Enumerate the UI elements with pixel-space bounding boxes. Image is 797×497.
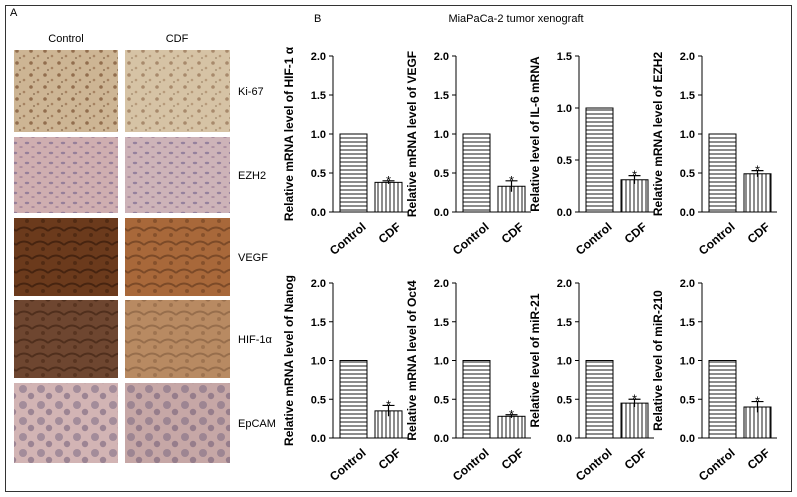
significance-label: *	[509, 173, 514, 188]
y-tick-label: 1.0	[680, 356, 695, 368]
y-tick-label: 1.0	[434, 129, 449, 141]
y-tick-label: 1.5	[311, 317, 326, 329]
bar	[743, 173, 772, 213]
y-tick-label: 0.0	[557, 433, 572, 445]
y-tick-label: 1.0	[680, 129, 695, 141]
y-axis-label: Relative level of miR-21	[528, 293, 542, 427]
error-bar	[751, 400, 764, 413]
y-tick-label: 2.0	[680, 51, 695, 63]
y-tick-label: 0.5	[557, 155, 572, 167]
row-label: EZH2	[238, 170, 266, 182]
row-label: EpCAM	[238, 418, 276, 430]
error-bar	[382, 180, 395, 184]
significance-label: *	[386, 397, 391, 412]
row-label: VEGF	[238, 252, 268, 264]
bar	[374, 181, 403, 213]
y-tick-label: 1.5	[434, 317, 449, 329]
panel-label: A	[10, 7, 18, 19]
row-label: HIF-1α	[238, 334, 273, 346]
bar	[708, 360, 737, 439]
bar	[339, 133, 368, 213]
y-tick-label: 0.0	[680, 433, 695, 445]
y-tick-label: 2.0	[434, 278, 449, 290]
column-label: Control	[48, 33, 83, 45]
y-tick-label: 0.5	[434, 394, 449, 406]
bar	[585, 107, 614, 213]
bar	[462, 133, 491, 213]
significance-label: *	[755, 394, 760, 409]
error-bar	[505, 180, 518, 192]
y-tick-label: 0.0	[557, 207, 572, 219]
y-tick-label: 0.0	[311, 433, 326, 445]
y-tick-label: 1.5	[680, 317, 695, 329]
row-label: Ki-67	[238, 86, 264, 98]
y-tick-label: 0.5	[311, 168, 326, 180]
error-bar	[751, 170, 764, 177]
bar	[462, 360, 491, 439]
y-tick-label: 2.0	[311, 51, 326, 63]
y-tick-label: 0.0	[680, 207, 695, 219]
y-tick-label: 0.0	[434, 207, 449, 219]
panel-label: B	[314, 13, 321, 25]
y-axis-label: Relative mRNA level of Oct4	[405, 280, 419, 441]
y-tick-label: 1.5	[680, 90, 695, 102]
y-tick-label: 1.0	[311, 356, 326, 368]
y-tick-label: 2.0	[311, 278, 326, 290]
y-tick-label: 2.0	[680, 278, 695, 290]
y-tick-label: 1.5	[311, 90, 326, 102]
y-axis-label: Relative level of miR-210	[651, 290, 665, 431]
column-label: CDF	[166, 33, 189, 45]
y-tick-label: 1.0	[557, 103, 572, 115]
y-tick-label: 0.5	[311, 394, 326, 406]
y-tick-label: 0.5	[680, 394, 695, 406]
y-tick-label: 2.0	[557, 278, 572, 290]
y-tick-label: 1.0	[557, 356, 572, 368]
figure-title: MiaPaCa-2 tumor xenograft	[448, 13, 583, 25]
y-axis-label: Relative mRNA level of Nanog	[282, 275, 296, 446]
y-axis-label: Relative level of IL-6 mRNA	[528, 56, 542, 212]
y-tick-label: 1.0	[434, 356, 449, 368]
bar	[708, 133, 737, 213]
y-tick-label: 0.5	[557, 394, 572, 406]
y-tick-label: 1.5	[557, 51, 572, 63]
y-tick-label: 0.5	[680, 168, 695, 180]
error-bar	[505, 414, 518, 418]
y-axis-label: Relative mRNA level of VEGF	[405, 51, 419, 217]
bar	[620, 179, 649, 213]
y-tick-label: 2.0	[434, 51, 449, 63]
bar	[339, 360, 368, 439]
bar	[620, 402, 649, 439]
histology-panel	[14, 50, 230, 463]
y-tick-label: 0.0	[434, 433, 449, 445]
significance-label: *	[386, 173, 391, 188]
error-bar	[628, 398, 641, 407]
y-tick-label: 1.5	[557, 317, 572, 329]
significance-label: *	[632, 391, 637, 406]
error-bar	[382, 404, 395, 417]
y-tick-label: 1.5	[434, 90, 449, 102]
y-tick-label: 0.0	[311, 207, 326, 219]
y-tick-label: 1.0	[311, 129, 326, 141]
y-axis-label: Relative mRNA level of HIF-1 α	[282, 46, 296, 221]
y-axis-label: Relative mRNA level of EZH2	[651, 52, 665, 217]
bar	[585, 360, 614, 439]
error-bar	[628, 175, 641, 184]
significance-label: *	[509, 407, 514, 422]
y-tick-label: 0.5	[434, 168, 449, 180]
significance-label: *	[755, 163, 760, 178]
significance-label: *	[632, 168, 637, 183]
